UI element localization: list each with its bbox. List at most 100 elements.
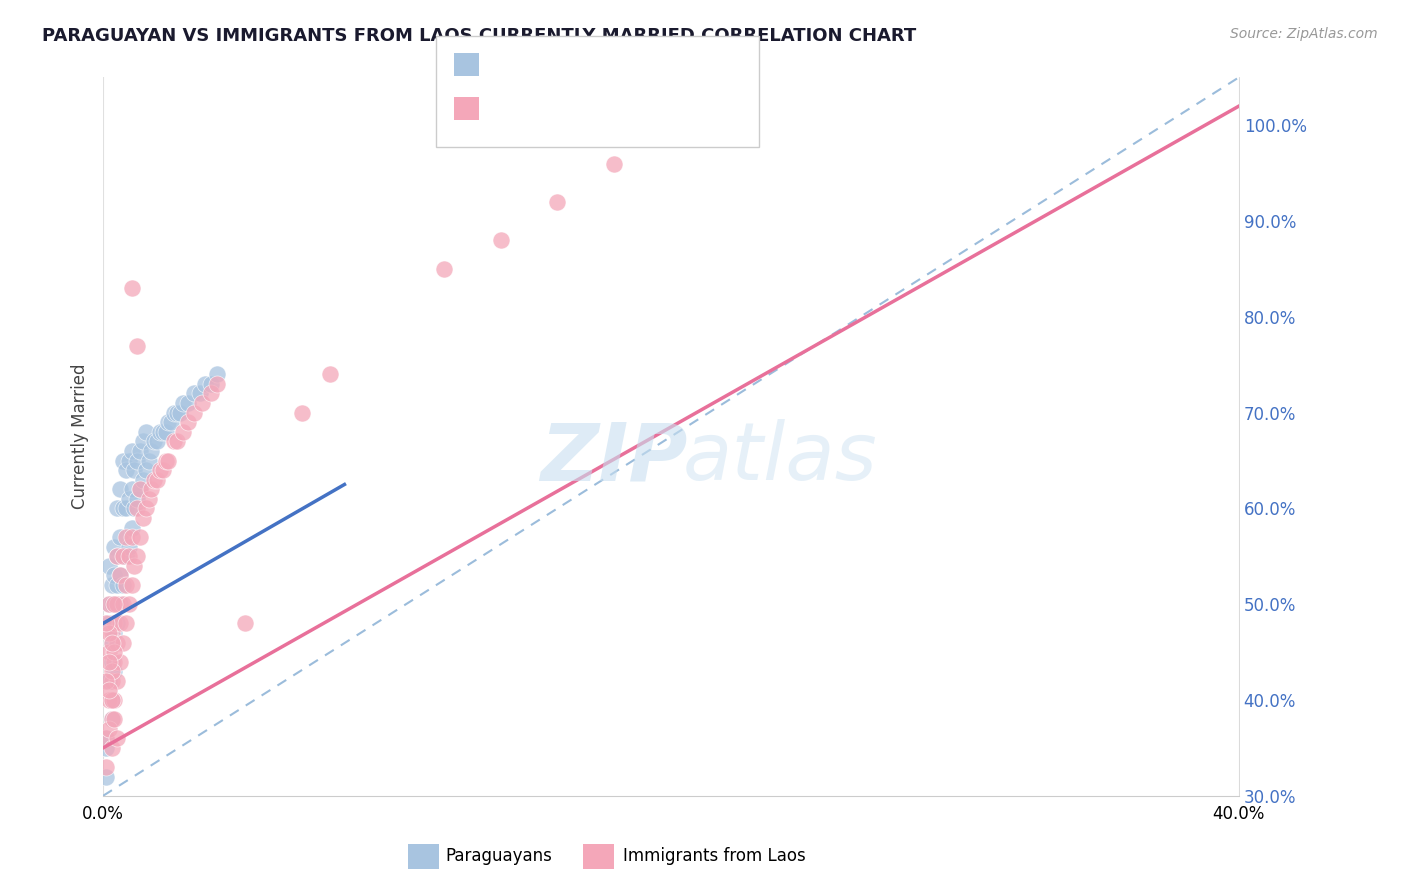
Point — [97, 655, 120, 669]
Point — [108, 655, 131, 669]
Point — [105, 731, 128, 746]
Point — [121, 483, 143, 497]
Point — [127, 338, 149, 352]
Text: R = 0.308: R = 0.308 — [491, 54, 589, 74]
Point — [163, 406, 186, 420]
Point — [100, 693, 122, 707]
Point — [118, 597, 141, 611]
Point — [108, 530, 131, 544]
Point — [105, 597, 128, 611]
Point — [100, 597, 122, 611]
Point — [127, 501, 149, 516]
Point — [97, 558, 120, 573]
Point — [97, 597, 120, 611]
Point — [103, 655, 125, 669]
Point — [111, 635, 134, 649]
Point — [194, 376, 217, 391]
Point — [177, 396, 200, 410]
Text: atlas: atlas — [682, 419, 877, 497]
Point — [94, 731, 117, 746]
Point — [121, 520, 143, 534]
Point — [103, 597, 125, 611]
Point — [100, 665, 122, 679]
Point — [169, 406, 191, 420]
Point — [97, 693, 120, 707]
Point — [603, 156, 626, 170]
Point — [118, 549, 141, 564]
Point — [111, 549, 134, 564]
Point — [97, 626, 120, 640]
Point — [160, 415, 183, 429]
Point — [291, 406, 314, 420]
Point — [152, 463, 174, 477]
Point — [111, 453, 134, 467]
Point — [111, 578, 134, 592]
Point — [177, 415, 200, 429]
Point — [132, 434, 155, 449]
Point — [127, 453, 149, 467]
Point — [146, 434, 169, 449]
Point — [111, 549, 134, 564]
Point — [152, 425, 174, 439]
Point — [205, 376, 228, 391]
Point — [121, 444, 143, 458]
Point — [166, 406, 188, 420]
Point — [105, 635, 128, 649]
Point — [103, 568, 125, 582]
Point — [103, 597, 125, 611]
Point — [319, 368, 342, 382]
Point — [155, 425, 177, 439]
Point — [129, 483, 152, 497]
Point — [129, 444, 152, 458]
Point — [124, 501, 146, 516]
Point — [100, 740, 122, 755]
Point — [149, 463, 172, 477]
Point — [433, 262, 456, 277]
Point — [132, 473, 155, 487]
Text: Paraguayans: Paraguayans — [446, 847, 553, 865]
Point — [94, 760, 117, 774]
Point — [94, 731, 117, 746]
Point — [163, 434, 186, 449]
Point — [108, 597, 131, 611]
Point — [121, 530, 143, 544]
Point — [97, 673, 120, 688]
Point — [100, 626, 122, 640]
Point — [138, 491, 160, 506]
Point — [183, 386, 205, 401]
Point — [135, 425, 157, 439]
Point — [157, 415, 180, 429]
Point — [94, 770, 117, 784]
Point — [489, 233, 512, 247]
Text: ZIP: ZIP — [540, 419, 688, 497]
Point — [103, 645, 125, 659]
Point — [233, 616, 256, 631]
Point — [103, 616, 125, 631]
Point — [546, 194, 568, 209]
Point — [191, 396, 214, 410]
Point — [183, 406, 205, 420]
Text: Source: ZipAtlas.com: Source: ZipAtlas.com — [1230, 27, 1378, 41]
Point — [129, 530, 152, 544]
Point — [124, 558, 146, 573]
Point — [146, 473, 169, 487]
Point — [94, 740, 117, 755]
Y-axis label: Currently Married: Currently Married — [72, 364, 89, 509]
Point — [100, 693, 122, 707]
Point — [124, 463, 146, 477]
Point — [205, 368, 228, 382]
Text: PARAGUAYAN VS IMMIGRANTS FROM LAOS CURRENTLY MARRIED CORRELATION CHART: PARAGUAYAN VS IMMIGRANTS FROM LAOS CURRE… — [42, 27, 917, 45]
Point — [166, 434, 188, 449]
Point — [141, 483, 163, 497]
Point — [97, 616, 120, 631]
Point — [100, 635, 122, 649]
Point — [103, 693, 125, 707]
Point — [115, 463, 138, 477]
Point — [100, 578, 122, 592]
Text: N = 74: N = 74 — [605, 99, 673, 119]
Point — [97, 683, 120, 698]
Point — [118, 491, 141, 506]
Point — [172, 396, 194, 410]
Point — [100, 673, 122, 688]
Point — [141, 444, 163, 458]
